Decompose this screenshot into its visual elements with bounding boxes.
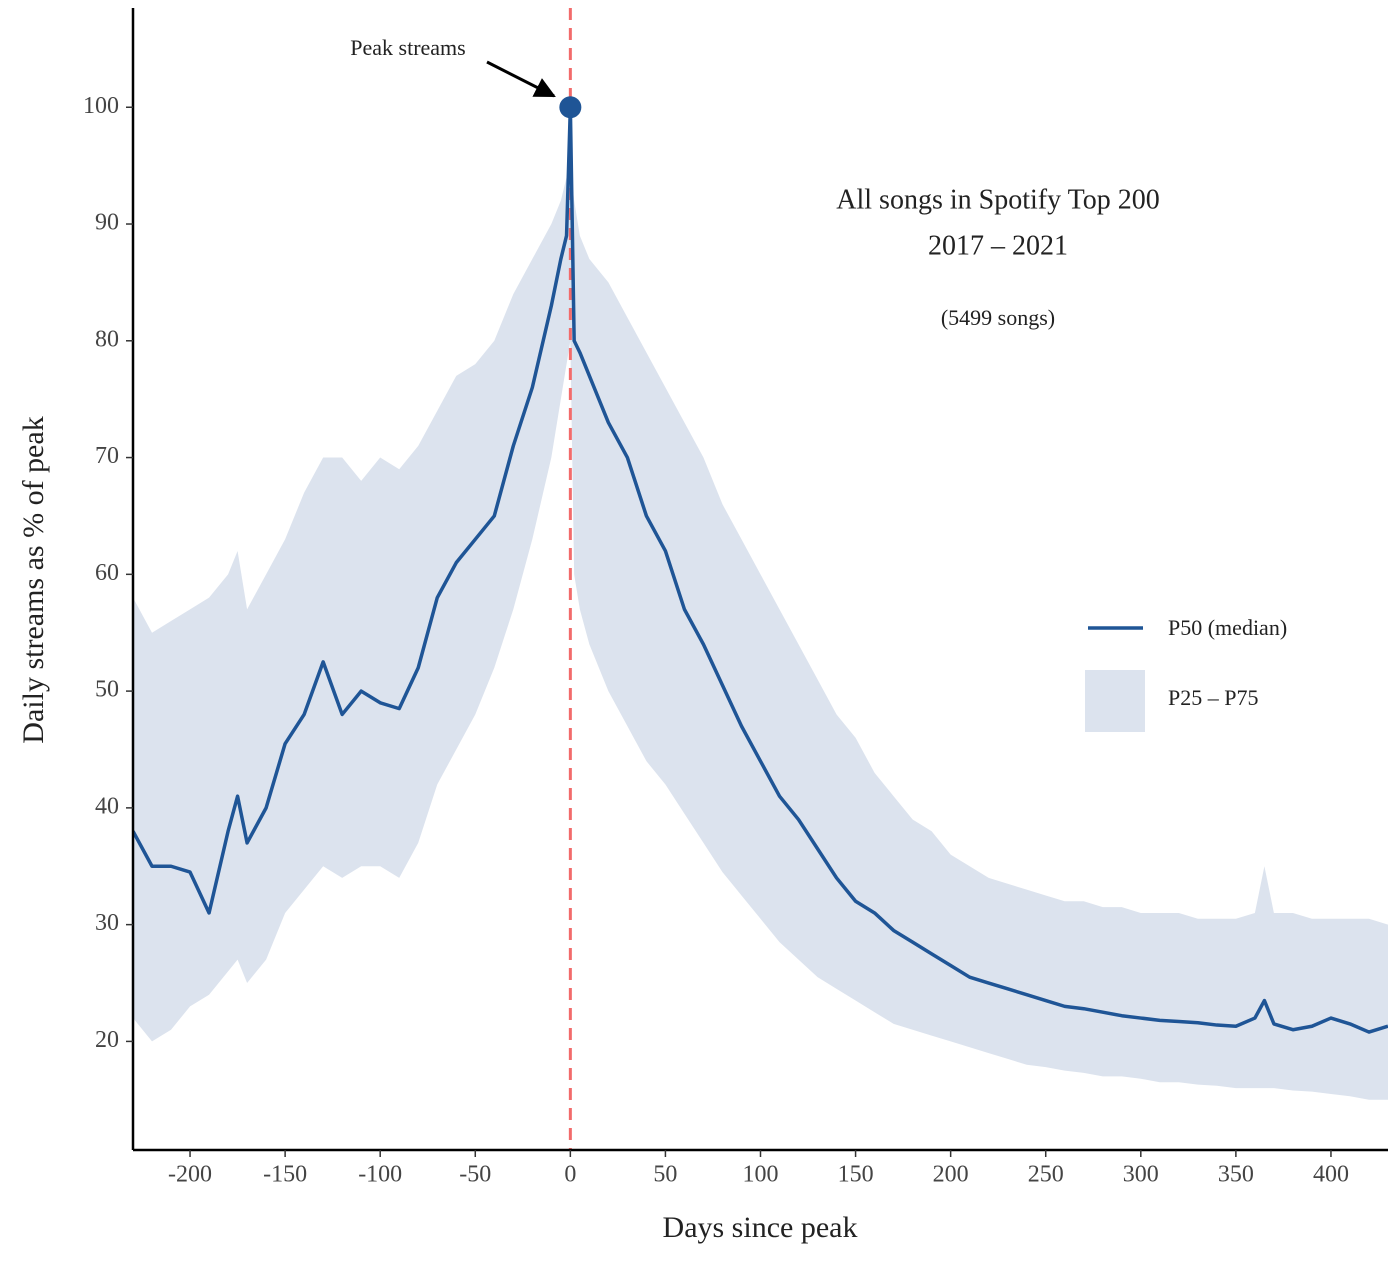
band-area: [133, 165, 1388, 1100]
chart-title: 2017 – 2021: [928, 230, 1068, 261]
y-tick-label: 70: [95, 443, 119, 469]
x-tick-label: 150: [838, 1162, 874, 1188]
legend-label: P25 – P75: [1168, 685, 1258, 710]
x-tick-label: 250: [1028, 1162, 1064, 1188]
x-tick-label: 350: [1218, 1162, 1254, 1188]
y-tick-label: 50: [95, 677, 119, 703]
x-tick-label: 200: [933, 1162, 969, 1188]
legend-label: P50 (median): [1168, 615, 1287, 640]
y-tick-label: 80: [95, 326, 119, 352]
x-tick-label: -150: [263, 1162, 307, 1188]
annotation-arrow: [486, 60, 556, 98]
y-tick-label: 40: [95, 793, 119, 819]
x-tick-label: 400: [1313, 1162, 1349, 1188]
x-tick-label: 0: [564, 1162, 576, 1188]
peak-marker: [559, 96, 582, 119]
y-axis-label: Daily streams as % of peak: [17, 416, 50, 743]
x-tick-label: 100: [743, 1162, 779, 1188]
y-tick-label: 30: [95, 910, 119, 936]
x-tick-label: -200: [168, 1162, 212, 1188]
x-tick-label: -100: [358, 1162, 402, 1188]
median-line: [133, 105, 1388, 1034]
chart-title: All songs in Spotify Top 200: [836, 184, 1159, 215]
x-tick-label: 50: [653, 1162, 677, 1188]
y-tick-label: 20: [95, 1027, 119, 1053]
x-axis-label: Days since peak: [663, 1211, 858, 1244]
chart-subtitle: (5499 songs): [941, 305, 1055, 330]
annotation: Peak streams: [350, 35, 465, 60]
y-tick-label: 90: [95, 210, 119, 236]
y-tick-label: 100: [83, 93, 119, 119]
legend-swatch: [1085, 670, 1145, 732]
x-tick-label: -50: [459, 1162, 491, 1188]
y-tick-label: 60: [95, 560, 119, 586]
x-tick-label: 300: [1123, 1162, 1159, 1188]
